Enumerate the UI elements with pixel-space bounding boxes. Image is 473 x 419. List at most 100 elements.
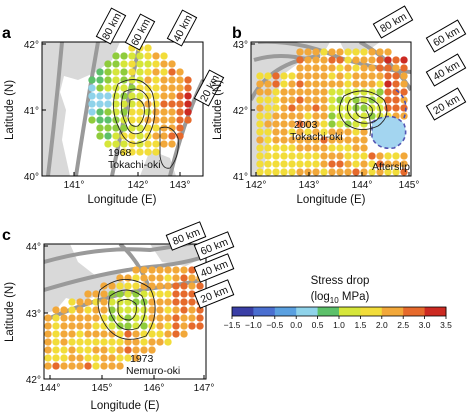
stress-dot (352, 160, 360, 168)
stress-dot (392, 72, 400, 80)
stress-dot (312, 88, 320, 96)
stress-dot (360, 112, 368, 120)
stress-dot (136, 108, 144, 116)
stress-dot (280, 136, 288, 144)
stress-dot (60, 346, 68, 354)
stress-dot (176, 100, 184, 108)
stress-dot (288, 152, 296, 160)
stress-dot (328, 160, 336, 168)
stress-dot (108, 338, 116, 346)
stress-dot (312, 64, 320, 72)
stress-dot (392, 168, 400, 176)
panel-c-ytick: 43° (26, 309, 41, 320)
stress-dot (188, 266, 196, 274)
stress-dot (392, 64, 400, 72)
stress-dot (104, 124, 112, 132)
stress-dot (360, 80, 368, 88)
stress-dot (304, 96, 312, 104)
stress-dot (272, 128, 280, 136)
stress-dot (148, 274, 156, 282)
stress-dot (96, 100, 104, 108)
stress-dot (140, 290, 148, 298)
stress-dot (360, 48, 368, 56)
stress-dot (124, 330, 132, 338)
stress-dot (152, 76, 160, 84)
stress-dot (164, 322, 172, 330)
stress-dot (144, 140, 152, 148)
stress-dot (88, 84, 96, 92)
stress-dot (272, 152, 280, 160)
stress-dot (116, 346, 124, 354)
stress-dot (320, 96, 328, 104)
stress-dot (376, 80, 384, 88)
stress-dot (312, 160, 320, 168)
stress-dot (164, 306, 172, 314)
stress-dot (44, 322, 52, 330)
stress-dot (180, 290, 188, 298)
stress-dot (280, 168, 288, 176)
stress-dot (180, 274, 188, 282)
stress-dot (92, 362, 100, 370)
panel-b-event-name: Tokachi-oki (290, 131, 343, 143)
colorbar-swatch (360, 307, 383, 316)
stress-dot (288, 72, 296, 80)
panel-b-depth-label-40: 40 km (425, 53, 467, 87)
stress-dot (92, 306, 100, 314)
stress-dot (100, 354, 108, 362)
stress-dot (120, 68, 128, 76)
panel-c-event-year: 1973 (130, 353, 154, 365)
stress-dot (156, 322, 164, 330)
stress-dot (92, 322, 100, 330)
stress-dot (116, 290, 124, 298)
stress-dot (352, 88, 360, 96)
stress-dot (336, 96, 344, 104)
stress-dot (272, 88, 280, 96)
panel-b-slip-contours (339, 90, 388, 137)
stress-dot (96, 76, 104, 84)
stress-dot (160, 76, 168, 84)
stress-dot (60, 322, 68, 330)
stress-dot (168, 140, 176, 148)
stress-dot (120, 84, 128, 92)
stress-dot (344, 120, 352, 128)
stress-dot (144, 108, 152, 116)
stress-dot (172, 282, 180, 290)
stress-dot (92, 346, 100, 354)
stress-dot (312, 48, 320, 56)
stress-dot (360, 72, 368, 80)
stress-dot (344, 152, 352, 160)
stress-dot (104, 92, 112, 100)
stress-dot (152, 108, 160, 116)
stress-dot (376, 152, 384, 160)
stress-dot (304, 88, 312, 96)
stress-dot (296, 120, 304, 128)
panel-b-afterslip-region (371, 115, 407, 150)
stress-dot (144, 44, 152, 52)
stress-dot (312, 104, 320, 112)
stress-dot (288, 80, 296, 88)
stress-dot (124, 322, 132, 330)
colorbar: Stress drop (log10 MPa) −1.5 −1.0 −0.5 0.0 0… (224, 275, 453, 330)
stress-dot (156, 330, 164, 338)
stress-dot (120, 100, 128, 108)
stress-dot (360, 88, 368, 96)
stress-dot (296, 64, 304, 72)
panel-a-xtick: 142° (128, 180, 149, 191)
stress-dot (288, 160, 296, 168)
stress-dot (400, 160, 408, 168)
panel-a-slip-contours (113, 79, 179, 169)
stress-dot (312, 56, 320, 64)
stress-dot (304, 64, 312, 72)
stress-dot (60, 306, 68, 314)
stress-dot (168, 100, 176, 108)
stress-dot (328, 144, 336, 152)
stress-dot (152, 148, 160, 156)
stress-dot (144, 92, 152, 100)
stress-dot (140, 274, 148, 282)
stress-dot (320, 128, 328, 136)
stress-dot (368, 56, 376, 64)
stress-dot (384, 88, 392, 96)
stress-dot (120, 60, 128, 68)
stress-dot (320, 152, 328, 160)
colorbar-swatch (296, 307, 319, 316)
